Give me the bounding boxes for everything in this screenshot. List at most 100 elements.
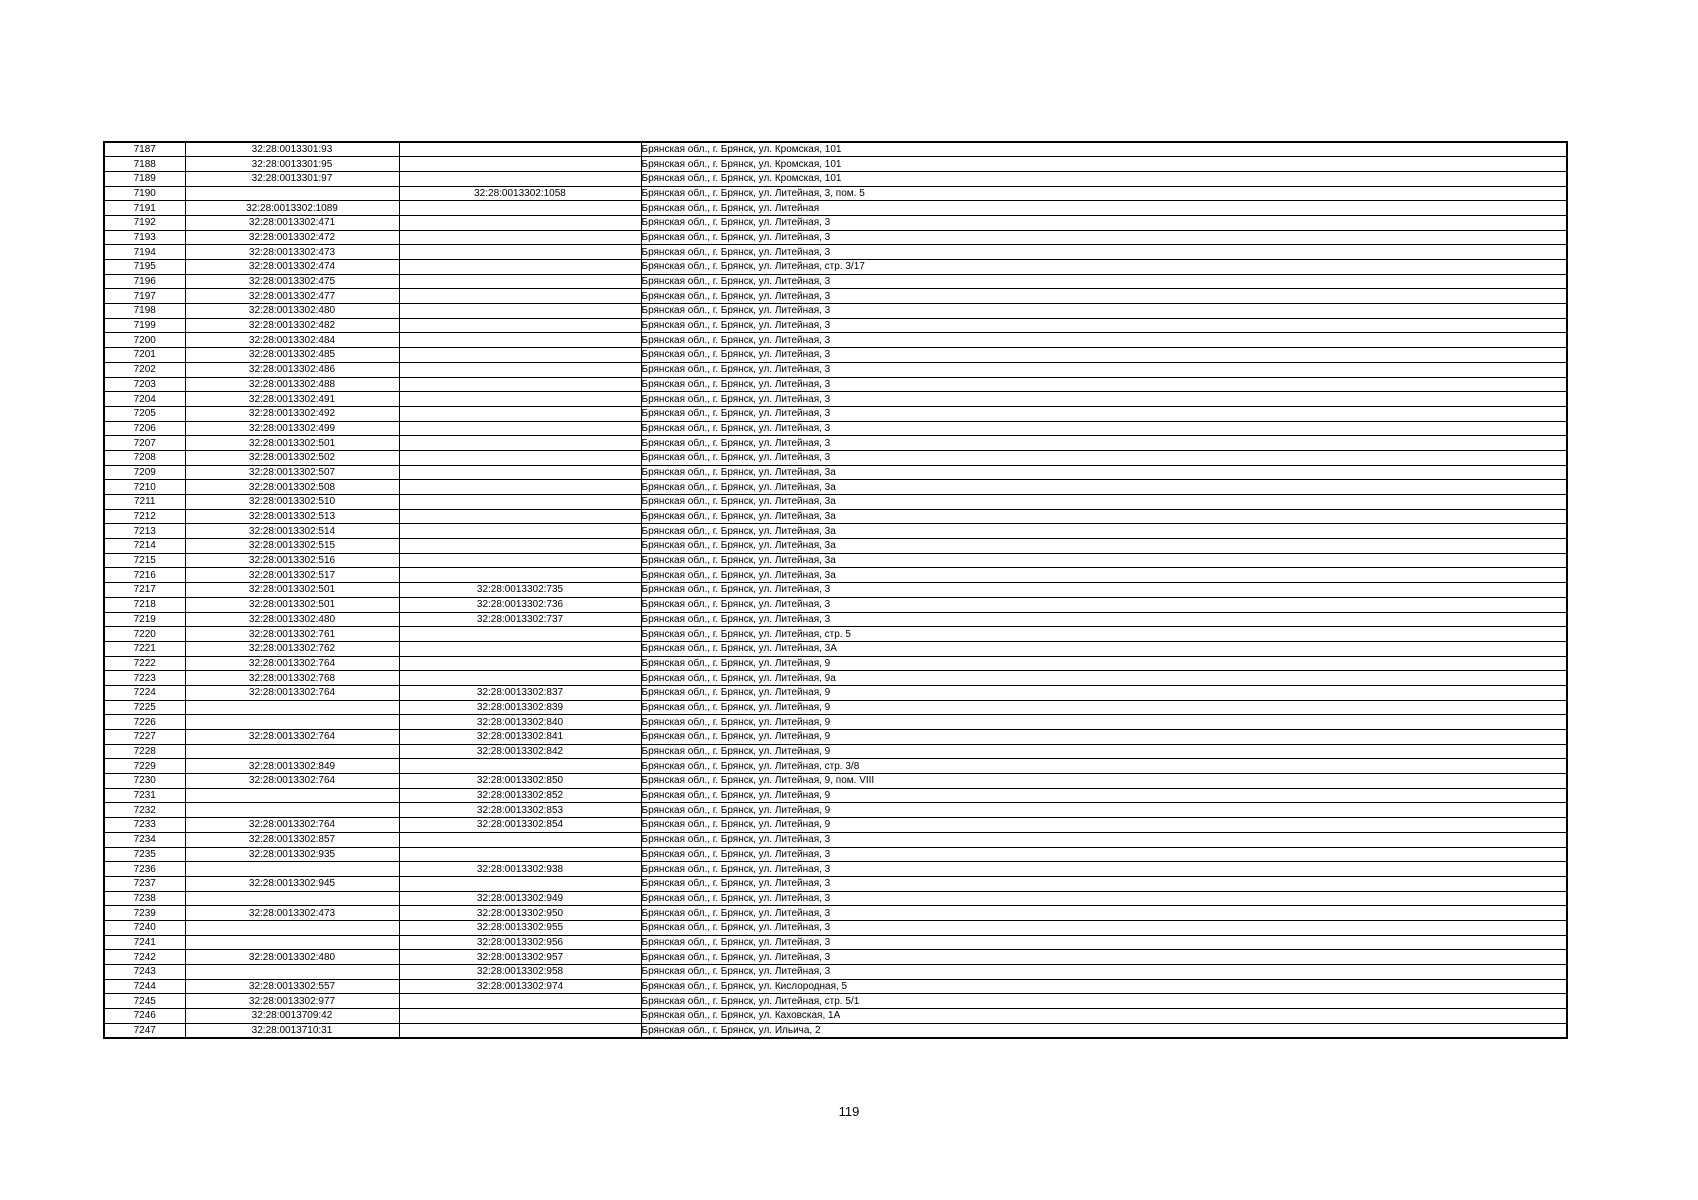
cadastral-number-1-cell: 32:28:0013302:761	[184, 626, 400, 642]
row-number-cell: 7226	[103, 714, 186, 730]
row-number-cell: 7196	[103, 273, 186, 290]
address-cell: Брянская обл., г. Брянск, ул. Литейная, …	[640, 626, 1568, 642]
address-cell: Брянская обл., г. Брянск, ул. Литейная, …	[640, 861, 1568, 877]
cadastral-number-2-cell	[398, 670, 642, 686]
table-row: 7234 32:28:0013302:857 Брянская обл., г.…	[103, 831, 1568, 848]
cadastral-number-2-cell	[398, 449, 642, 466]
cadastral-number-2-cell	[398, 317, 642, 334]
cadastral-number-2-cell: 32:28:0013302:837	[398, 684, 642, 701]
row-number-cell: 7247	[103, 1022, 186, 1039]
row-number-cell: 7222	[103, 655, 186, 672]
row-number-cell: 7237	[103, 875, 186, 892]
table-row: 7193 32:28:0013302:472 Брянская обл., г.…	[103, 229, 1568, 246]
row-number-cell: 7221	[103, 640, 186, 657]
address-cell: Брянская обл., г. Брянск, ул. Литейная, …	[640, 420, 1568, 437]
cadastral-number-1-cell: 32:28:0013302:484	[184, 332, 400, 349]
cadastral-number-2-cell: 32:28:0013302:956	[398, 934, 642, 951]
cadastral-number-1-cell: 32:28:0013302:849	[184, 758, 400, 775]
address-cell: Брянская обл., г. Брянск, ул. Литейная, …	[640, 875, 1568, 892]
cadastral-number-1-cell: 32:28:0013302:472	[184, 229, 400, 246]
address-cell: Брянская обл., г. Брянск, ул. Литейная, …	[640, 684, 1568, 701]
cadastral-number-2-cell: 32:28:0013302:938	[398, 861, 642, 877]
row-number-cell: 7236	[103, 861, 186, 877]
address-cell: Брянская обл., г. Брянск, ул. Литейная, …	[640, 244, 1568, 260]
address-cell: Брянская обл., г. Брянск, ул. Литейная, …	[640, 523, 1568, 540]
cadastral-number-1-cell: 32:28:0013302:480	[184, 949, 400, 965]
row-number-cell: 7225	[103, 699, 186, 716]
cadastral-number-1-cell: 32:28:0013302:488	[184, 376, 400, 393]
table-row: 7247 32:28:0013710:31 Брянская обл., г. …	[103, 1022, 1568, 1039]
cadastral-number-2-cell: 32:28:0013302:853	[398, 802, 642, 819]
table-row: 7244 32:28:0013302:557 32:28:0013302:974…	[103, 978, 1568, 995]
cadastral-number-2-cell	[398, 420, 642, 437]
address-cell: Брянская обл., г. Брянск, ул. Литейная, …	[640, 405, 1568, 422]
cadastral-number-1-cell: 32:28:0013302:485	[184, 347, 400, 363]
table-row: 7221 32:28:0013302:762 Брянская обл., г.…	[103, 640, 1568, 657]
row-number-cell: 7241	[103, 934, 186, 951]
cadastral-number-2-cell: 32:28:0013302:958	[398, 964, 642, 980]
cadastral-number-1-cell: 32:28:0013302:764	[184, 684, 400, 701]
cadastral-number-1-cell: 32:28:0013302:473	[184, 244, 400, 260]
cadastral-number-2-cell: 32:28:0013302:949	[398, 890, 642, 907]
table-row: 7200 32:28:0013302:484 Брянская обл., г.…	[103, 332, 1568, 349]
row-number-cell: 7232	[103, 802, 186, 819]
row-number-cell: 7189	[103, 170, 186, 187]
row-number-cell: 7228	[103, 743, 186, 760]
address-cell: Брянская обл., г. Брянск, ул. Литейная, …	[640, 949, 1568, 965]
cadastral-number-2-cell: 32:28:0013302:737	[398, 611, 642, 628]
row-number-cell: 7231	[103, 787, 186, 804]
address-cell: Брянская обл., г. Брянск, ул. Литейная, …	[640, 479, 1568, 495]
table-row: 7188 32:28:0013301:95 Брянская обл., г. …	[103, 156, 1568, 172]
row-number-cell: 7190	[103, 185, 186, 202]
cadastral-number-1-cell: 32:28:0013302:517	[184, 567, 400, 584]
cadastral-number-2-cell: 32:28:0013302:850	[398, 773, 642, 789]
address-cell: Брянская обл., г. Брянск, ул. Литейная, …	[640, 288, 1568, 305]
cadastral-number-1-cell: 32:28:0013302:501	[184, 582, 400, 598]
address-cell: Брянская обл., г. Брянск, ул. Литейная, …	[640, 743, 1568, 760]
cadastral-number-2-cell	[398, 626, 642, 642]
cadastral-number-1-cell: 32:28:0013302:480	[184, 303, 400, 319]
address-cell: Брянская обл., г. Брянск, ул. Литейная, …	[640, 670, 1568, 686]
cadastral-number-1-cell: 32:28:0013302:510	[184, 494, 400, 510]
table-row: 7211 32:28:0013302:510 Брянская обл., г.…	[103, 494, 1568, 510]
cadastral-number-1-cell: 32:28:0013302:507	[184, 464, 400, 481]
row-number-cell: 7230	[103, 773, 186, 789]
address-cell: Брянская обл., г. Брянск, ул. Литейная, …	[640, 802, 1568, 819]
cadastral-number-2-cell	[398, 523, 642, 540]
address-cell: Брянская обл., г. Брянск, ул. Литейная	[640, 200, 1568, 216]
table-row: 7198 32:28:0013302:480 Брянская обл., г.…	[103, 303, 1568, 319]
table-row: 7189 32:28:0013301:97 Брянская обл., г. …	[103, 170, 1568, 187]
cadastral-number-2-cell	[398, 1022, 642, 1039]
address-cell: Брянская обл., г. Брянск, ул. Литейная, …	[640, 919, 1568, 936]
cadastral-table: 7187 32:28:0013301:93 Брянская обл., г. …	[103, 141, 1568, 1039]
cadastral-number-2-cell: 32:28:0013302:839	[398, 699, 642, 716]
row-number-cell: 7202	[103, 361, 186, 378]
row-number-cell: 7238	[103, 890, 186, 907]
row-number-cell: 7239	[103, 905, 186, 921]
address-cell: Брянская обл., г. Брянск, ул. Литейная, …	[640, 817, 1568, 833]
row-number-cell: 7194	[103, 244, 186, 260]
cadastral-number-1-cell: 32:28:0013302:477	[184, 288, 400, 305]
address-cell: Брянская обл., г. Брянск, ул. Каховская,…	[640, 1008, 1568, 1024]
table-row: 7226 32:28:0013302:840 Брянская обл., г.…	[103, 714, 1568, 730]
row-number-cell: 7208	[103, 449, 186, 466]
cadastral-number-2-cell	[398, 875, 642, 892]
row-number-cell: 7223	[103, 670, 186, 686]
table-row: 7242 32:28:0013302:480 32:28:0013302:957…	[103, 949, 1568, 965]
table-body: 7187 32:28:0013301:93 Брянская обл., г. …	[103, 141, 1568, 1039]
address-cell: Брянская обл., г. Брянск, ул. Литейная, …	[640, 376, 1568, 393]
cadastral-number-2-cell	[398, 538, 642, 554]
address-cell: Брянская обл., г. Брянск, ул. Литейная, …	[640, 699, 1568, 716]
table-row: 7197 32:28:0013302:477 Брянская обл., г.…	[103, 288, 1568, 305]
row-number-cell: 7200	[103, 332, 186, 349]
cadastral-number-2-cell	[398, 435, 642, 451]
table-row: 7227 32:28:0013302:764 32:28:0013302:841…	[103, 729, 1568, 745]
row-number-cell: 7204	[103, 391, 186, 407]
table-row: 7236 32:28:0013302:938 Брянская обл., г.…	[103, 861, 1568, 877]
cadastral-number-2-cell	[398, 758, 642, 775]
cadastral-number-2-cell: 32:28:0013302:841	[398, 729, 642, 745]
cadastral-number-1-cell: 32:28:0013301:93	[184, 141, 400, 158]
table-row: 7201 32:28:0013302:485 Брянская обл., г.…	[103, 347, 1568, 363]
address-cell: Брянская обл., г. Брянск, ул. Литейная, …	[640, 831, 1568, 848]
